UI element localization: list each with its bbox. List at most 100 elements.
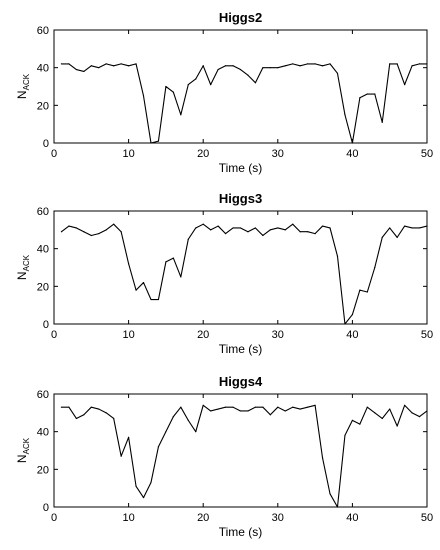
data-point <box>232 227 234 229</box>
data-point <box>262 234 264 237</box>
data-point <box>247 74 249 76</box>
data-point <box>60 231 63 233</box>
data-point <box>351 142 353 144</box>
data-point <box>142 95 145 97</box>
data-point <box>165 85 167 88</box>
data-point <box>277 227 279 229</box>
data-point <box>113 223 115 225</box>
data-point <box>120 455 122 457</box>
series-line <box>61 223 428 325</box>
data-point <box>262 406 264 408</box>
data-point <box>404 84 406 86</box>
data-point <box>381 236 383 238</box>
data-point <box>172 91 174 93</box>
data-point <box>359 97 361 99</box>
data-point <box>128 436 130 438</box>
x-tick-label: 20 <box>197 329 209 341</box>
data-point <box>128 263 130 265</box>
x-tick-label: 20 <box>197 148 209 160</box>
data-point <box>351 313 353 316</box>
data-point <box>366 291 368 293</box>
data-point <box>269 67 271 69</box>
y-axis-label-main: N <box>15 454 29 463</box>
data-point <box>135 289 137 291</box>
data-point <box>217 68 219 71</box>
data-point <box>329 493 331 495</box>
data-point <box>396 63 398 65</box>
data-point <box>135 485 137 487</box>
data-point <box>262 67 264 69</box>
data-point <box>418 416 421 418</box>
y-axis-label: NACK <box>15 73 31 99</box>
data-point <box>60 406 63 408</box>
data-point <box>180 276 182 278</box>
data-point <box>404 225 406 227</box>
axes-box <box>53 29 428 144</box>
data-point <box>254 406 257 408</box>
y-tick-label: 60 <box>37 25 49 37</box>
y-axis-label: NACK <box>15 254 31 280</box>
data-point <box>254 227 257 229</box>
y-tick-label: 40 <box>37 427 49 439</box>
data-point <box>351 419 353 421</box>
data-point <box>284 229 286 231</box>
data-point <box>359 423 361 425</box>
data-point <box>269 414 271 416</box>
data-point <box>307 63 309 65</box>
x-tick-label: 50 <box>421 148 433 160</box>
x-tick-label: 40 <box>346 329 358 341</box>
data-point <box>98 233 100 235</box>
data-point <box>187 419 189 421</box>
data-point <box>202 404 204 406</box>
data-point <box>426 63 428 65</box>
y-tick-label: 20 <box>37 100 49 112</box>
series-points <box>60 404 428 508</box>
data-point <box>187 84 189 86</box>
data-point <box>157 140 160 142</box>
data-point <box>75 417 77 420</box>
data-point <box>224 233 227 235</box>
data-point <box>344 323 346 325</box>
data-point <box>195 227 197 229</box>
data-point <box>210 229 212 231</box>
chart-panel-1: Higgs2 0 10 20 30 40 50 0 20 40 60 Time (s) NACK <box>15 10 433 175</box>
data-point <box>180 114 182 116</box>
data-point <box>366 406 368 408</box>
y-tick-label: 20 <box>37 464 49 476</box>
data-point <box>120 63 122 65</box>
data-point <box>239 227 242 229</box>
y-tick-label: 60 <box>37 389 49 401</box>
data-point <box>359 289 361 291</box>
data-point <box>329 63 331 65</box>
x-axis-label: Time (s) <box>219 525 263 539</box>
data-point <box>195 431 197 433</box>
chart-title: Higgs4 <box>219 374 263 389</box>
x-tick-label: 20 <box>197 512 209 524</box>
y-tick-label: 40 <box>37 244 49 256</box>
data-point <box>381 121 383 123</box>
data-point <box>307 231 309 233</box>
data-point <box>336 72 339 74</box>
x-tick-label: 40 <box>346 512 358 524</box>
chart-title: Higgs2 <box>219 10 262 25</box>
data-point <box>307 406 309 408</box>
data-point <box>389 227 391 229</box>
data-point <box>113 417 115 420</box>
chart-panel-2: Higgs3 0 10 20 30 40 50 0 20 40 60 Time (s) NACK <box>15 191 433 356</box>
data-point <box>105 412 107 414</box>
data-point <box>374 93 376 95</box>
data-point <box>210 84 212 86</box>
data-point <box>202 223 204 225</box>
data-point <box>224 406 227 408</box>
axes-box <box>53 210 428 325</box>
data-point <box>426 410 428 412</box>
data-point <box>150 142 152 144</box>
data-point <box>210 410 212 412</box>
data-point <box>321 457 324 459</box>
data-point <box>217 408 219 410</box>
data-point <box>254 82 257 84</box>
x-tick-label: 50 <box>421 512 433 524</box>
y-axis-label: NACK <box>15 437 31 463</box>
data-point <box>239 410 242 412</box>
